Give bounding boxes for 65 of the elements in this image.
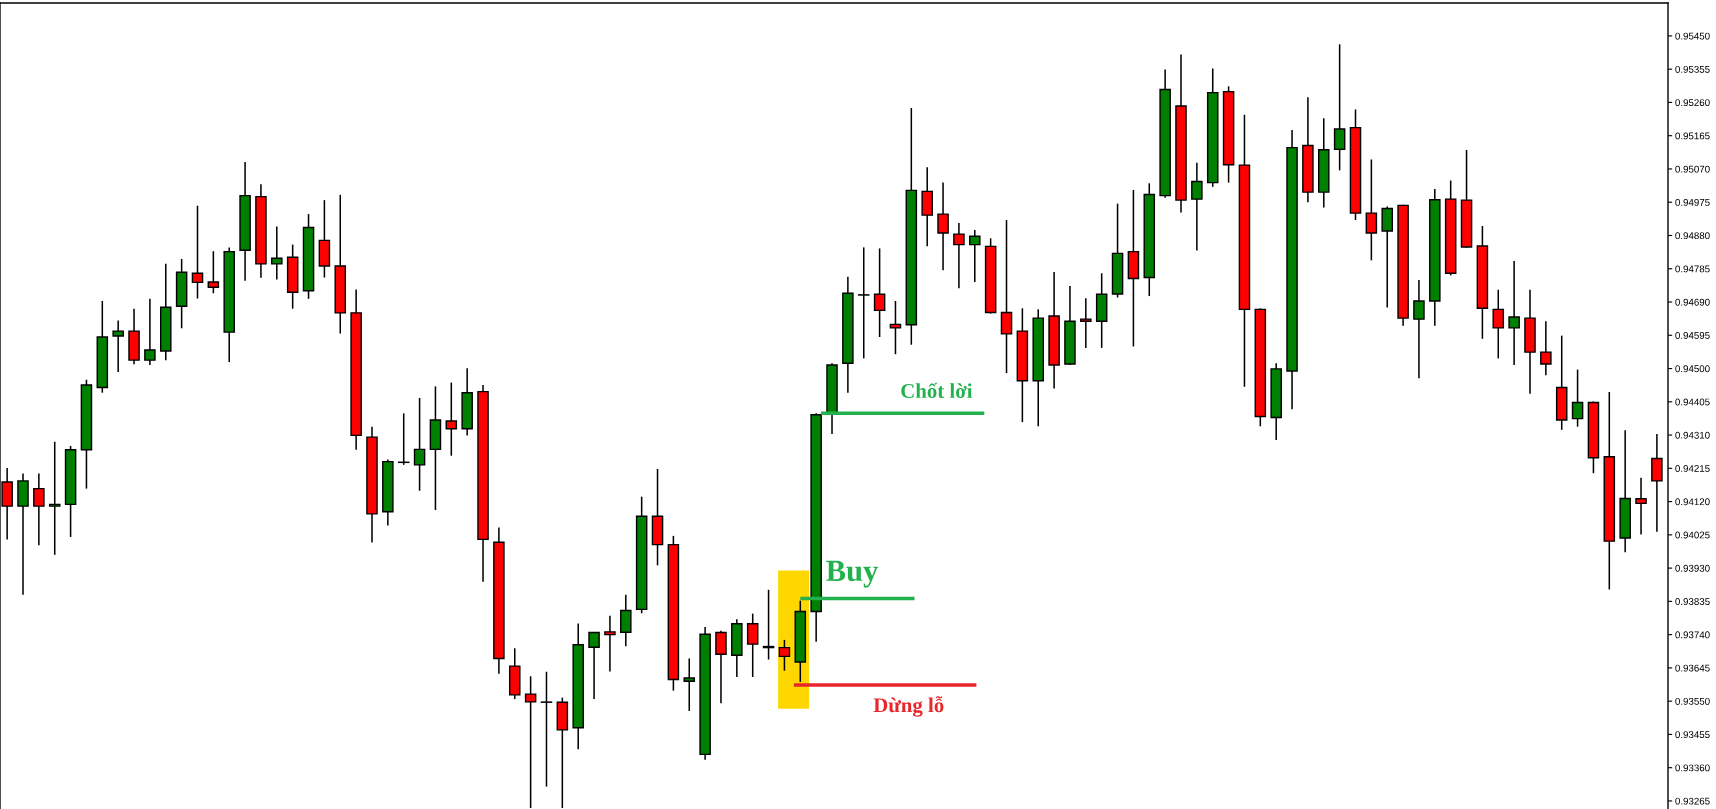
y-tick-label: 0.95165	[1675, 132, 1710, 140]
y-tick-label: 0.95450	[1675, 32, 1710, 40]
candlestick	[271, 225, 283, 281]
candlestick	[33, 472, 45, 547]
y-tick-label: 0.93835	[1675, 598, 1710, 605]
candlestick	[1571, 368, 1584, 428]
candlestick	[48, 440, 61, 556]
candlestick	[778, 639, 791, 672]
y-tick-label: 0.94120	[1675, 498, 1710, 506]
y-tick-label: 0.94215	[1675, 465, 1710, 472]
ref-line-label: Buy	[826, 560, 879, 588]
y-tick-label: 0.93740	[1675, 631, 1710, 639]
y-tick-label: 0.93645	[1675, 664, 1710, 672]
ref-line-label: Dừng lỗ	[873, 696, 944, 717]
y-tick-label: 0.94975	[1675, 198, 1710, 206]
candlestick	[1381, 205, 1393, 309]
candlestick	[746, 612, 759, 678]
candlestick	[873, 247, 886, 338]
candlestick	[604, 614, 616, 673]
y-tick-label: 0.93265	[1675, 797, 1710, 805]
y-tick-label: 0.94785	[1675, 265, 1710, 273]
candlestick	[1365, 158, 1378, 262]
candlestick	[1508, 260, 1520, 366]
y-tick-label: 0.94500	[1675, 365, 1710, 373]
candlestick	[1651, 433, 1663, 533]
candlestick	[1191, 161, 1203, 252]
candlestick	[937, 181, 949, 271]
y-tick-label: 0.95260	[1675, 99, 1710, 107]
candlestick	[524, 675, 537, 809]
candlestick	[1413, 279, 1425, 380]
candlestick	[715, 630, 727, 705]
y-tick-label: 0.93550	[1675, 697, 1710, 705]
candlestick	[969, 229, 981, 283]
candlestick	[857, 246, 870, 360]
candlestick	[588, 631, 600, 700]
y-tick-label: 0.94595	[1675, 332, 1710, 339]
candlestick	[112, 319, 124, 373]
ref-line-label: Chốt lời	[901, 382, 973, 399]
y-tick-label: 0.95070	[1675, 165, 1710, 173]
candlestick	[953, 222, 965, 290]
candlestick	[683, 657, 696, 712]
candlestick	[413, 397, 426, 492]
candlestick	[445, 381, 458, 457]
y-tick-label: 0.95355	[1675, 65, 1710, 73]
candlestick	[1333, 43, 1346, 172]
candlestick	[620, 593, 632, 647]
candlestick	[1080, 297, 1092, 349]
candlestick	[540, 670, 553, 788]
y-tick-label: 0.94025	[1675, 531, 1710, 539]
y-tick-label: 0.93360	[1675, 764, 1710, 772]
candlestick	[207, 250, 220, 295]
candlestick	[889, 300, 902, 355]
candlestick	[1635, 477, 1647, 536]
y-tick-label: 0.93455	[1675, 731, 1710, 739]
candlestick	[144, 298, 156, 366]
candlestick	[1540, 320, 1552, 376]
candlestick	[1492, 288, 1505, 360]
candlestick	[1000, 219, 1013, 374]
y-tick-label: 0.94405	[1675, 398, 1710, 406]
y-tick-label: 0.93930	[1675, 564, 1710, 572]
y-tick-label: 0.94880	[1675, 232, 1710, 240]
y-tick-label: 0.94310	[1675, 431, 1710, 439]
y-tick-label: 0.94690	[1675, 298, 1710, 306]
candlestick	[191, 204, 204, 300]
candlestick	[921, 166, 933, 248]
